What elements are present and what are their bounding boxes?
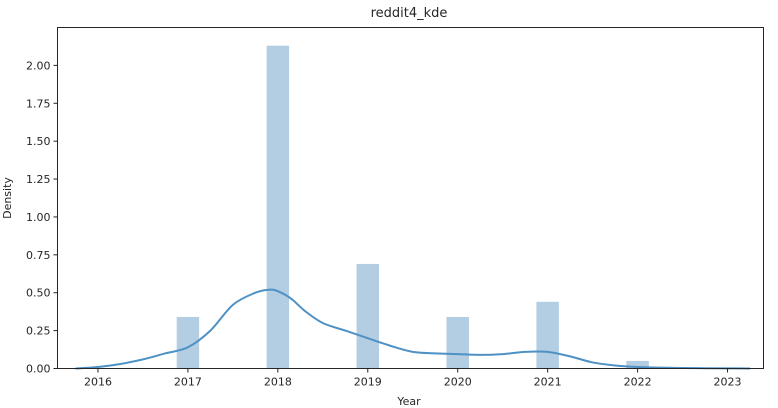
y-tick-label: 1.25	[26, 173, 51, 186]
plot-frame	[57, 27, 764, 369]
histogram-bar	[536, 301, 559, 369]
y-tick-label: 2.00	[26, 59, 51, 72]
x-tick-label: 2017	[174, 376, 202, 389]
x-axis-ticks: 2016 2017 2018 2019 2020 2021 2022 2023	[84, 368, 742, 389]
histogram-bar	[266, 45, 290, 369]
histogram-bar	[446, 316, 469, 369]
x-tick-label: 2018	[264, 376, 292, 389]
y-tick-label: 0.75	[26, 249, 51, 262]
x-tick-label: 2022	[624, 376, 652, 389]
x-tick-label: 2023	[714, 376, 742, 389]
x-tick-label: 2021	[534, 376, 562, 389]
y-axis-label: Density	[1, 177, 14, 219]
y-tick-label: 0.50	[26, 287, 51, 300]
y-tick-label: 0.00	[26, 363, 51, 376]
histogram-bar	[176, 316, 200, 369]
histogram-bars	[176, 45, 649, 369]
y-tick-label: 0.25	[26, 325, 51, 338]
histogram-bar	[356, 263, 380, 369]
kde-curve-group	[75, 288, 751, 370]
kde-line	[75, 288, 751, 370]
histogram-bar	[626, 360, 649, 369]
x-axis-label: Year	[396, 395, 421, 408]
y-tick-label: 1.00	[26, 211, 51, 224]
chart-title: reddit4_kde	[371, 6, 448, 21]
y-axis-ticks: 0.00 0.25 0.50 0.75 1.00 1.25 1.50 1.75 2.00	[26, 59, 58, 376]
x-tick-label: 2016	[84, 376, 112, 389]
y-tick-label: 1.50	[26, 135, 51, 148]
x-tick-label: 2019	[354, 376, 382, 389]
x-tick-label: 2020	[444, 376, 472, 389]
y-tick-label: 1.75	[26, 97, 51, 110]
